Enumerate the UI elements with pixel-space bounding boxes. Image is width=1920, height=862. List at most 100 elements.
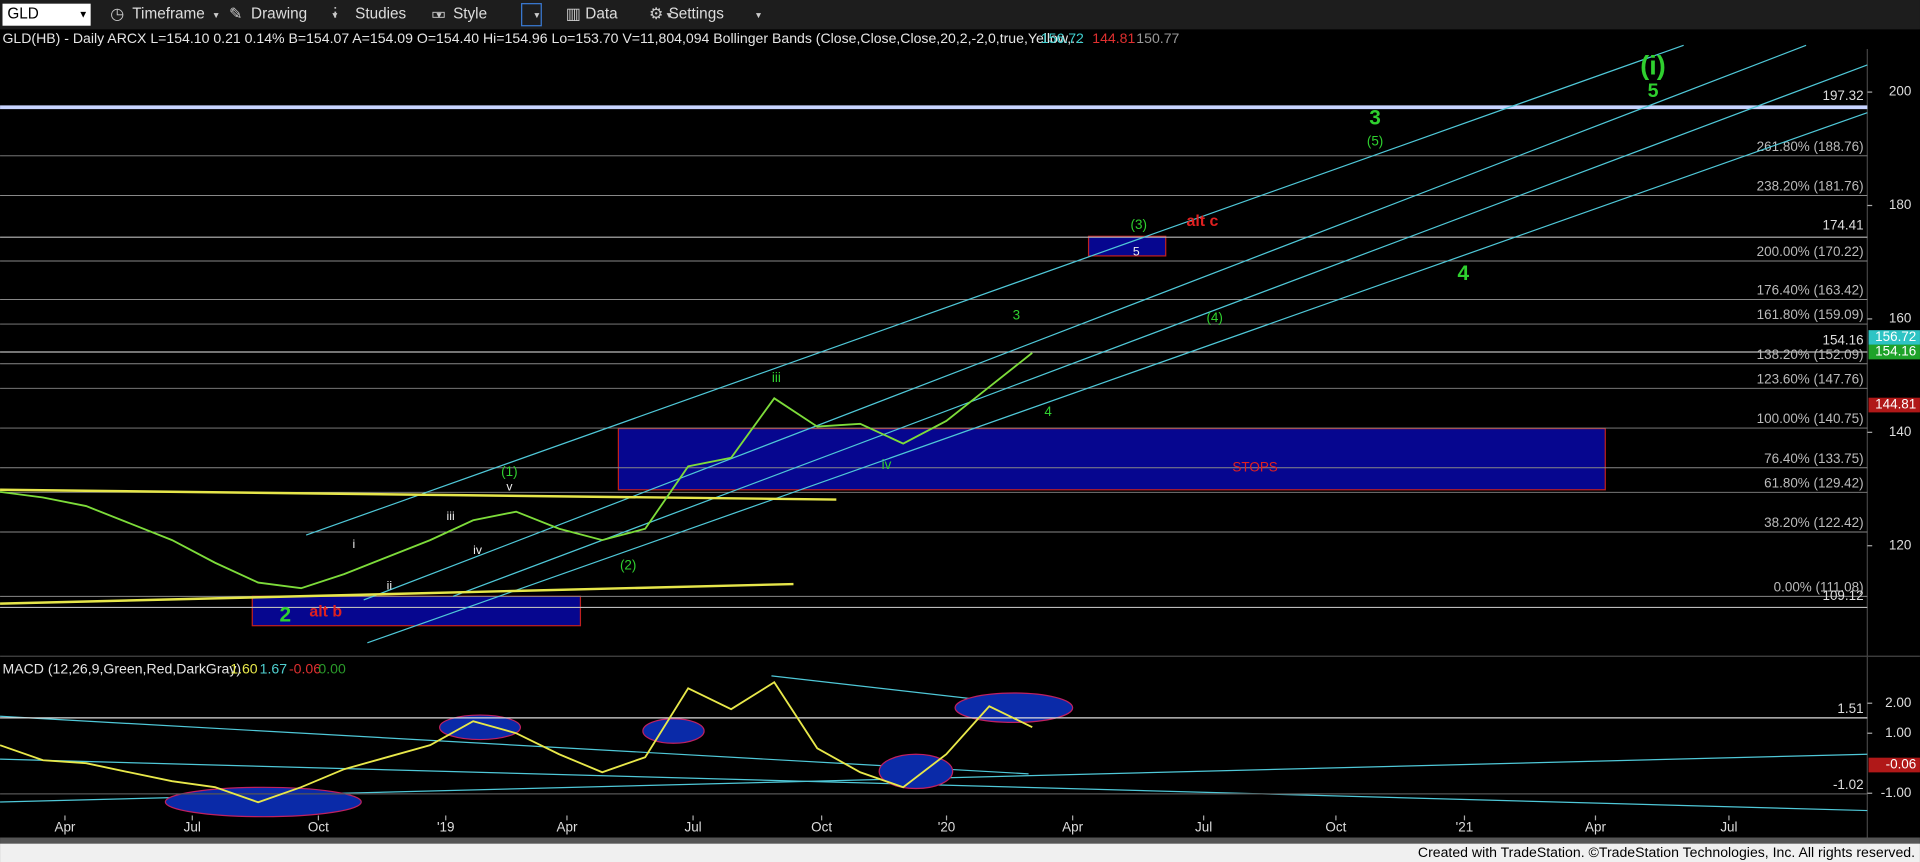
toolbar-icon[interactable]: ◷ (110, 6, 124, 23)
y-tick-label: 180 (1889, 197, 1911, 212)
toolbar-icon[interactable]: ▭ (431, 6, 446, 23)
y-tick-label: 140 (1889, 424, 1911, 439)
last-value-label: 156.72 (1875, 329, 1916, 344)
x-tick-label: '21 (1456, 819, 1474, 834)
footer-bar (0, 843, 1920, 862)
last-value-label: -0.06 (1886, 757, 1917, 772)
wave-label: iii (447, 509, 455, 523)
macd-line (0, 680, 1033, 804)
last-value-badge (1868, 344, 1920, 360)
zone-box (251, 595, 582, 627)
x-tick-label: Apr (54, 819, 75, 834)
toolbar-icon[interactable]: ⫶ (333, 6, 337, 23)
x-tick-label: Oct (1325, 819, 1346, 834)
fib-label: 138.20% (152.09) (1757, 347, 1864, 362)
trend-line (0, 582, 794, 605)
toolbar-arrow[interactable]: ▼ (331, 10, 339, 20)
x-tick-label: Jul (1720, 819, 1737, 834)
fib-label: 0.00% (111.08) (1774, 579, 1864, 594)
zone-box (1087, 235, 1167, 257)
wave-label: iii (772, 370, 781, 385)
toolbar-arrow[interactable]: ▼ (212, 10, 220, 20)
wave-label: (2) (620, 557, 636, 572)
macd-header-value: 0.00 (318, 660, 346, 676)
wave-label: ii (387, 579, 392, 593)
toolbar-button[interactable]: Timeframe (132, 6, 205, 23)
macd-header-value: -0.06 (289, 660, 321, 676)
wave-label: (i) (1640, 50, 1665, 80)
toolbar-icon[interactable]: ⚙ (649, 6, 663, 23)
x-tick-label: Oct (308, 819, 329, 834)
macd-highlight (954, 692, 1074, 724)
toolbar-icon[interactable]: ✎ (229, 6, 242, 23)
header-quote: GLD(HB) - Daily ARCX L=154.10 0.21 0.14%… (2, 30, 1082, 46)
symbol[interactable]: GLD (7, 6, 38, 23)
toolbar-button[interactable]: Drawing (251, 6, 307, 23)
price-level-label: 174.41 (1822, 218, 1863, 233)
toolbar-button[interactable]: Settings (669, 6, 725, 23)
x-tick-label: Jul (184, 819, 201, 834)
x-tick-label: Jul (684, 819, 701, 834)
wave-label: 2 (280, 603, 292, 626)
wave-label: 3 (1369, 106, 1381, 129)
macd-title: MACD (12,26,9,Green,Red,DarkGray) (2, 660, 241, 676)
price-level-label: 109.12 (1822, 588, 1863, 603)
wave-label: (3) (1131, 217, 1147, 232)
toolbar-arrow[interactable]: ▼ (435, 10, 443, 20)
x-tick-label: Apr (1585, 819, 1606, 834)
y-tick-label: -1.00 (1881, 785, 1912, 800)
header-bb: 150.77 (1136, 30, 1179, 46)
price-line (0, 352, 1033, 590)
toolbar-icon[interactable]: ▥ (566, 6, 581, 23)
x-tick-label: Jul (1195, 819, 1212, 834)
channel-line (305, 44, 1684, 536)
toolbar-button[interactable]: Studies (355, 6, 406, 23)
y-tick-label: 1.00 (1885, 725, 1911, 740)
wave-label: v (506, 480, 513, 494)
wave-label: alt b (309, 603, 342, 620)
footer: Created with TradeStation. ©TradeStation… (1418, 844, 1915, 860)
macd-header-value: 1.67 (260, 660, 288, 676)
channel-line (452, 64, 1868, 597)
last-value-badge (1868, 330, 1920, 345)
dropdown-arrow[interactable]: ▼ (78, 9, 88, 20)
toolbar (0, 0, 1920, 30)
fib-label: 100.00% (140.75) (1757, 411, 1864, 426)
macd-highlight (439, 714, 522, 741)
header-bb: 144.81 (1092, 30, 1135, 46)
wave-label: alt c (1187, 213, 1219, 230)
x-tick-label: '19 (437, 819, 455, 834)
fib-label: 123.60% (147.76) (1757, 371, 1864, 386)
wave-label: STOPS (1232, 459, 1277, 474)
y-tick-label: 2.00 (1885, 695, 1911, 710)
x-tick-label: '20 (938, 819, 956, 834)
last-value-label: 154.16 (1875, 344, 1916, 359)
fib-label: 161.80% (159.09) (1757, 307, 1864, 322)
toolbar-arrow[interactable]: ▼ (754, 10, 762, 20)
trend-line (0, 488, 837, 501)
last-value-badge (1868, 757, 1920, 773)
macd-trend-line (0, 715, 1029, 775)
price-level-label: 197.32 (1822, 88, 1863, 103)
wave-label: (4) (1206, 310, 1222, 325)
toolbar-arrow[interactable]: ▼ (665, 10, 673, 20)
toolbar-arrow[interactable]: ▼ (533, 10, 541, 20)
y-tick-label: 200 (1889, 84, 1911, 99)
toolbar-button[interactable]: Data (585, 6, 618, 23)
channel-line (363, 44, 1807, 601)
scrollbar[interactable] (0, 837, 1920, 844)
toolbar-button[interactable]: Style (453, 6, 487, 23)
price-level-label: 154.16 (1822, 333, 1863, 348)
symbol-box[interactable] (2, 3, 91, 26)
x-tick-label: Apr (556, 819, 577, 834)
y-tick-label: 160 (1889, 310, 1911, 325)
fib-label: 176.40% (163.42) (1757, 283, 1864, 298)
wave-label: iv (473, 543, 483, 557)
toolbar-separator[interactable] (521, 3, 542, 27)
channel-line (367, 112, 1868, 644)
macd-highlight (642, 718, 705, 744)
fib-label: 200.00% (170.22) (1757, 244, 1864, 259)
macd-level-label: 1.51 (1837, 701, 1863, 716)
